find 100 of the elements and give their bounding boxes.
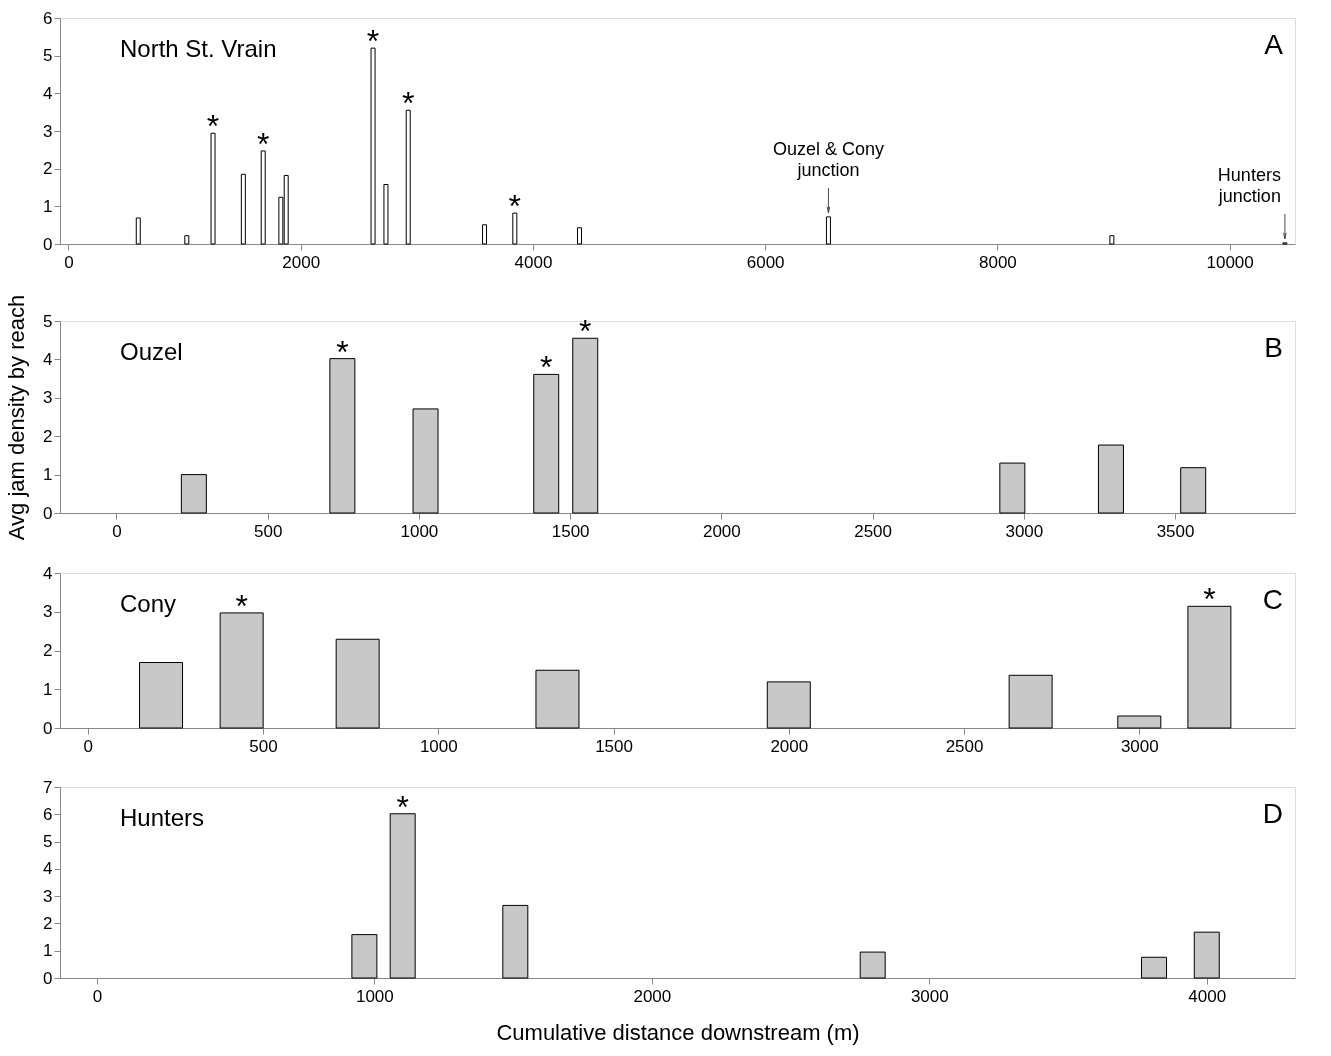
- x-tick-label: 500: [253, 521, 283, 541]
- annotation: *: [206, 108, 220, 145]
- x-tick-label: 1000: [419, 736, 458, 756]
- y-tick-label: 6: [43, 8, 53, 28]
- x-tick-label: 0: [83, 736, 94, 756]
- annotation: *: [540, 349, 553, 386]
- x-tick-label: 8000: [978, 252, 1017, 272]
- bar: [139, 662, 184, 729]
- annotation: *: [366, 23, 380, 60]
- annotation: Ouzel & Cony junction: [772, 138, 884, 180]
- annotation: *: [579, 313, 592, 350]
- x-tick-label: 2000: [633, 986, 672, 1006]
- x-tick-label: 1500: [551, 521, 590, 541]
- y-tick-label: 4: [43, 349, 53, 369]
- y-tick-label: 0: [43, 234, 53, 254]
- x-tick-label: 3500: [1156, 521, 1195, 541]
- x-tick-label: 3000: [910, 986, 949, 1006]
- bar: [370, 47, 376, 245]
- bar: [1117, 715, 1162, 729]
- x-axis-title: Cumulative distance downstream (m): [496, 1019, 860, 1045]
- y-axis-title: Avg jam density by reach: [4, 294, 30, 541]
- y-tick-label: 2: [43, 159, 53, 179]
- annotation: *: [396, 788, 409, 825]
- x-tick-label: 1000: [355, 986, 394, 1006]
- bar: [1180, 467, 1207, 514]
- annotation: *: [1203, 581, 1216, 618]
- annotation: B: [1264, 332, 1283, 363]
- y-tick-label: 2: [43, 426, 53, 446]
- bar: [240, 173, 246, 245]
- x-tick-label: 10000: [1206, 252, 1254, 272]
- bar: [482, 224, 488, 245]
- bar: [329, 358, 356, 514]
- annotation: *: [256, 125, 270, 162]
- bar: [502, 904, 529, 979]
- bar: [577, 227, 582, 245]
- bar: [405, 109, 411, 245]
- bar: [1193, 931, 1220, 979]
- y-tick-label: 5: [43, 46, 53, 66]
- y-tick-label: 3: [43, 121, 53, 141]
- x-tick-label: 6000: [746, 252, 785, 272]
- y-tick-label: 3: [43, 388, 53, 408]
- x-tick-label: 3000: [1005, 521, 1044, 541]
- x-tick-label: 4000: [514, 252, 553, 272]
- bar: [135, 217, 141, 245]
- annotation: *: [336, 333, 349, 370]
- y-tick-label: 5: [43, 311, 53, 331]
- y-tick-label: 3: [43, 886, 53, 906]
- y-tick-label: 1: [43, 196, 53, 216]
- bar: [260, 150, 266, 245]
- text: Ouzel: [120, 338, 183, 365]
- x-tick-label: 2500: [854, 521, 893, 541]
- x-tick-label: 1500: [595, 736, 633, 756]
- y-tick-label: 0: [43, 718, 53, 738]
- x-tick-label: 500: [249, 736, 278, 756]
- y-tick-label: 0: [43, 503, 53, 523]
- x-tick-label: 3000: [1120, 736, 1159, 756]
- bar: [383, 183, 389, 245]
- text: Cony: [120, 590, 177, 617]
- x-tick-label: 0: [64, 252, 74, 272]
- annotation: Hunters junction: [1217, 164, 1281, 206]
- x-tick-label: 4000: [1188, 986, 1227, 1006]
- bar: [1008, 674, 1053, 729]
- bar: [999, 462, 1026, 514]
- y-tick-label: 4: [43, 563, 53, 583]
- bar: [572, 337, 599, 514]
- x-tick-label: 2000: [702, 521, 741, 541]
- y-tick-label: 7: [43, 777, 53, 797]
- y-tick-label: 4: [43, 83, 53, 103]
- bar: [533, 373, 560, 514]
- bar: [210, 132, 216, 245]
- bar: [389, 813, 416, 979]
- bar: [535, 669, 580, 729]
- bar: [1141, 956, 1168, 979]
- y-tick-label: 1: [43, 941, 53, 961]
- annotation: A: [1264, 29, 1284, 60]
- text: North St. Vrain: [120, 35, 277, 62]
- annotation: C: [1262, 584, 1283, 615]
- bar: [859, 951, 886, 979]
- bar: [351, 934, 378, 979]
- y-tick-label: 4: [43, 859, 53, 879]
- y-tick-label: 0: [43, 968, 53, 988]
- bar: [412, 408, 439, 514]
- bar: [1187, 605, 1232, 729]
- y-tick-label: 2: [43, 641, 53, 660]
- x-tick-label: 2500: [945, 736, 984, 756]
- annotation: D: [1262, 798, 1283, 829]
- y-tick-label: 5: [43, 832, 53, 852]
- y-tick-label: 6: [43, 804, 53, 824]
- y-tick-label: 2: [43, 913, 53, 933]
- x-tick-label: 2000: [770, 736, 809, 756]
- bar: [184, 235, 190, 245]
- x-tick-label: 1000: [400, 521, 439, 541]
- bar: [766, 681, 811, 729]
- bar: [825, 216, 831, 245]
- bar: [180, 474, 207, 514]
- annotation: *: [235, 587, 248, 624]
- y-tick-label: 3: [43, 602, 53, 622]
- y-tick-label: 1: [43, 679, 53, 699]
- x-tick-label: 0: [92, 986, 103, 1006]
- bar: [219, 612, 264, 729]
